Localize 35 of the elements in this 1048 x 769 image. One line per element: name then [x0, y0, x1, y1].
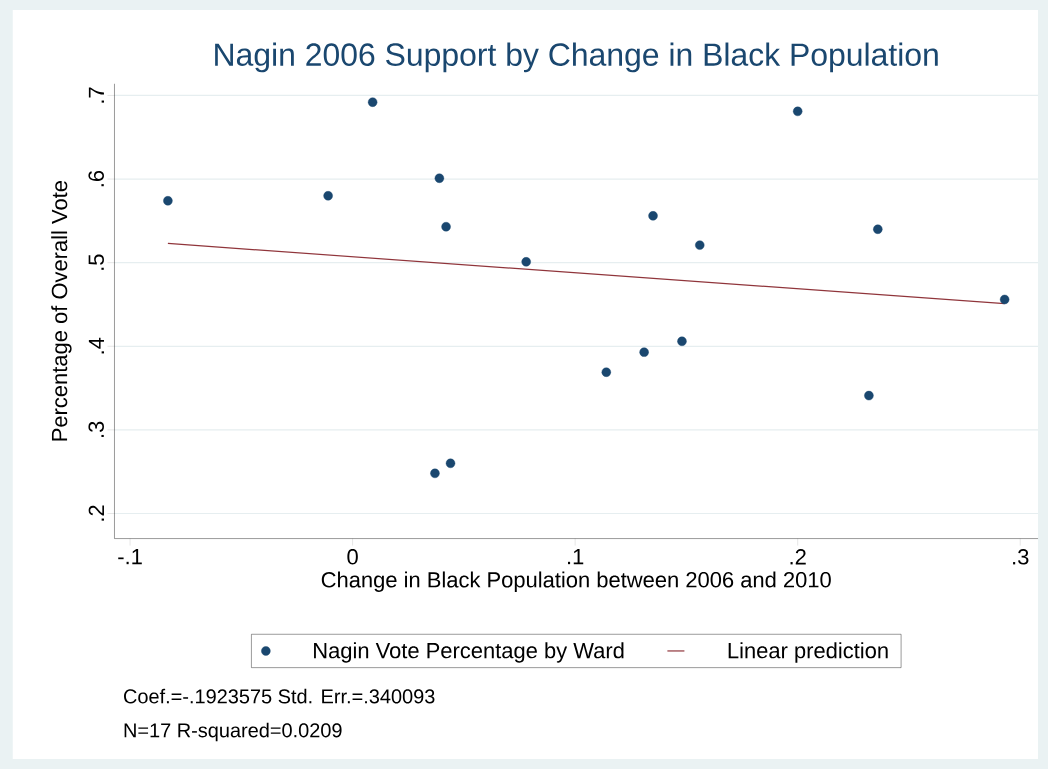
text: Coef.=-.1923575 Std. Err.=.340093 [124, 688, 435, 704]
point [873, 224, 883, 234]
x-tick-label: 0 [347, 549, 358, 565]
point [677, 336, 687, 346]
x-tick-label: -.1 [118, 549, 142, 565]
legend-label: Nagin Vote Percentage by Ward [314, 642, 624, 663]
point [601, 367, 611, 377]
point [793, 106, 803, 117]
x-tick-label: .2 [790, 549, 806, 565]
point [441, 222, 451, 232]
y-tick-label: .7 [88, 87, 104, 103]
point [521, 257, 531, 267]
x-tick-label: .1 [568, 549, 584, 565]
point [430, 468, 440, 479]
point [323, 191, 333, 201]
y-tick-label: .5 [88, 254, 104, 270]
point [445, 458, 456, 469]
point [648, 211, 658, 221]
point [864, 390, 874, 401]
point [367, 97, 378, 107]
y-tick-label: .2 [88, 505, 104, 521]
y-tick-label: .6 [88, 170, 104, 187]
chart-title: Nagin 2006 Support by Change in Black Population [215, 42, 938, 73]
y-tick-label: .4 [88, 337, 104, 354]
legend-label: Linear prediction [728, 642, 888, 663]
point [163, 196, 173, 206]
x-tick-label: .3 [1013, 549, 1029, 565]
y-axis-title: Percentage of Overall Vote [51, 181, 72, 441]
point [434, 173, 445, 183]
point [695, 240, 705, 250]
point [999, 294, 1010, 305]
x-axis-title: Change in Black Population between 2006 and 2010 [321, 571, 831, 592]
point [639, 347, 649, 357]
y-tick-label: .3 [88, 421, 104, 438]
text: N=17 R-squared=0.0209 [124, 722, 342, 742]
